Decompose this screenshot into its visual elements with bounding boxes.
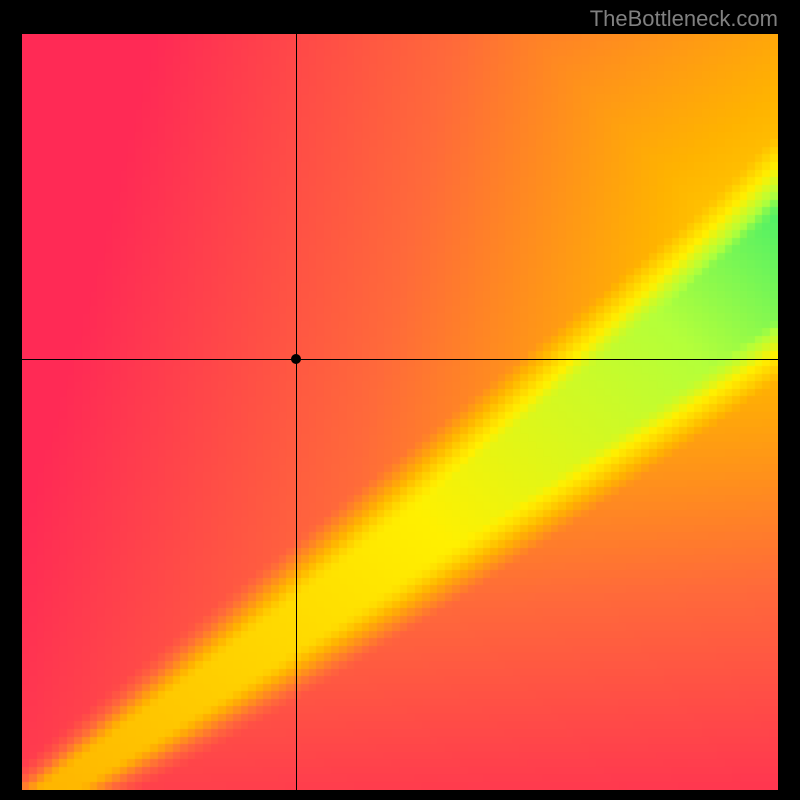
crosshair-marker: [291, 354, 301, 364]
watermark-text: TheBottleneck.com: [590, 6, 778, 32]
heatmap-canvas: [22, 34, 778, 790]
crosshair-vertical: [296, 34, 297, 790]
heatmap-plot: [22, 34, 778, 790]
crosshair-horizontal: [22, 359, 778, 360]
